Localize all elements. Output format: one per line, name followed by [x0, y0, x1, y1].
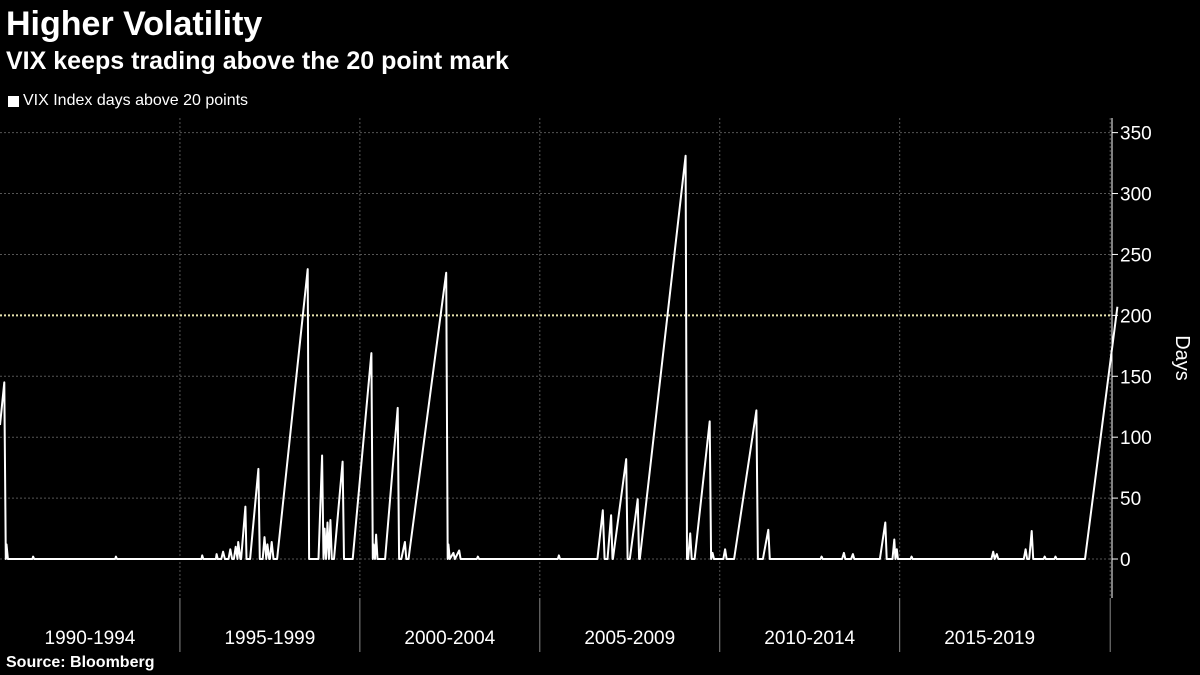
y-tick-label: 200 [1120, 306, 1152, 327]
series-line-vix-days-above-20 [0, 154, 1119, 560]
x-tick-label: 1990-1994 [45, 628, 136, 649]
y-tick-label: 100 [1120, 428, 1152, 449]
x-tick-label: 1995-1999 [224, 628, 315, 649]
y-tick-label: 350 [1120, 124, 1152, 145]
x-tick-label: 2010-2014 [764, 628, 855, 649]
x-tick-label: 2005-2009 [584, 628, 675, 649]
y-tick-label: 50 [1120, 489, 1141, 510]
y-tick-label: 250 [1120, 245, 1152, 266]
x-tick-label: 2000-2004 [404, 628, 495, 649]
legend-label: VIX Index days above 20 points [23, 92, 249, 109]
y-tick-label: 300 [1120, 185, 1152, 206]
x-tick-label: 2015-2019 [944, 628, 1035, 649]
y-tick-label: 0 [1120, 550, 1131, 571]
source-note: Source: Bloomberg [6, 654, 155, 671]
y-axis-label: Days [1171, 335, 1193, 381]
chart-subtitle: VIX keeps trading above the 20 point mar… [6, 47, 509, 75]
chart-title: Higher Volatility [6, 5, 263, 43]
legend: VIX Index days above 20 points [8, 90, 248, 112]
legend-swatch [8, 95, 19, 107]
y-tick-label: 150 [1120, 367, 1152, 388]
